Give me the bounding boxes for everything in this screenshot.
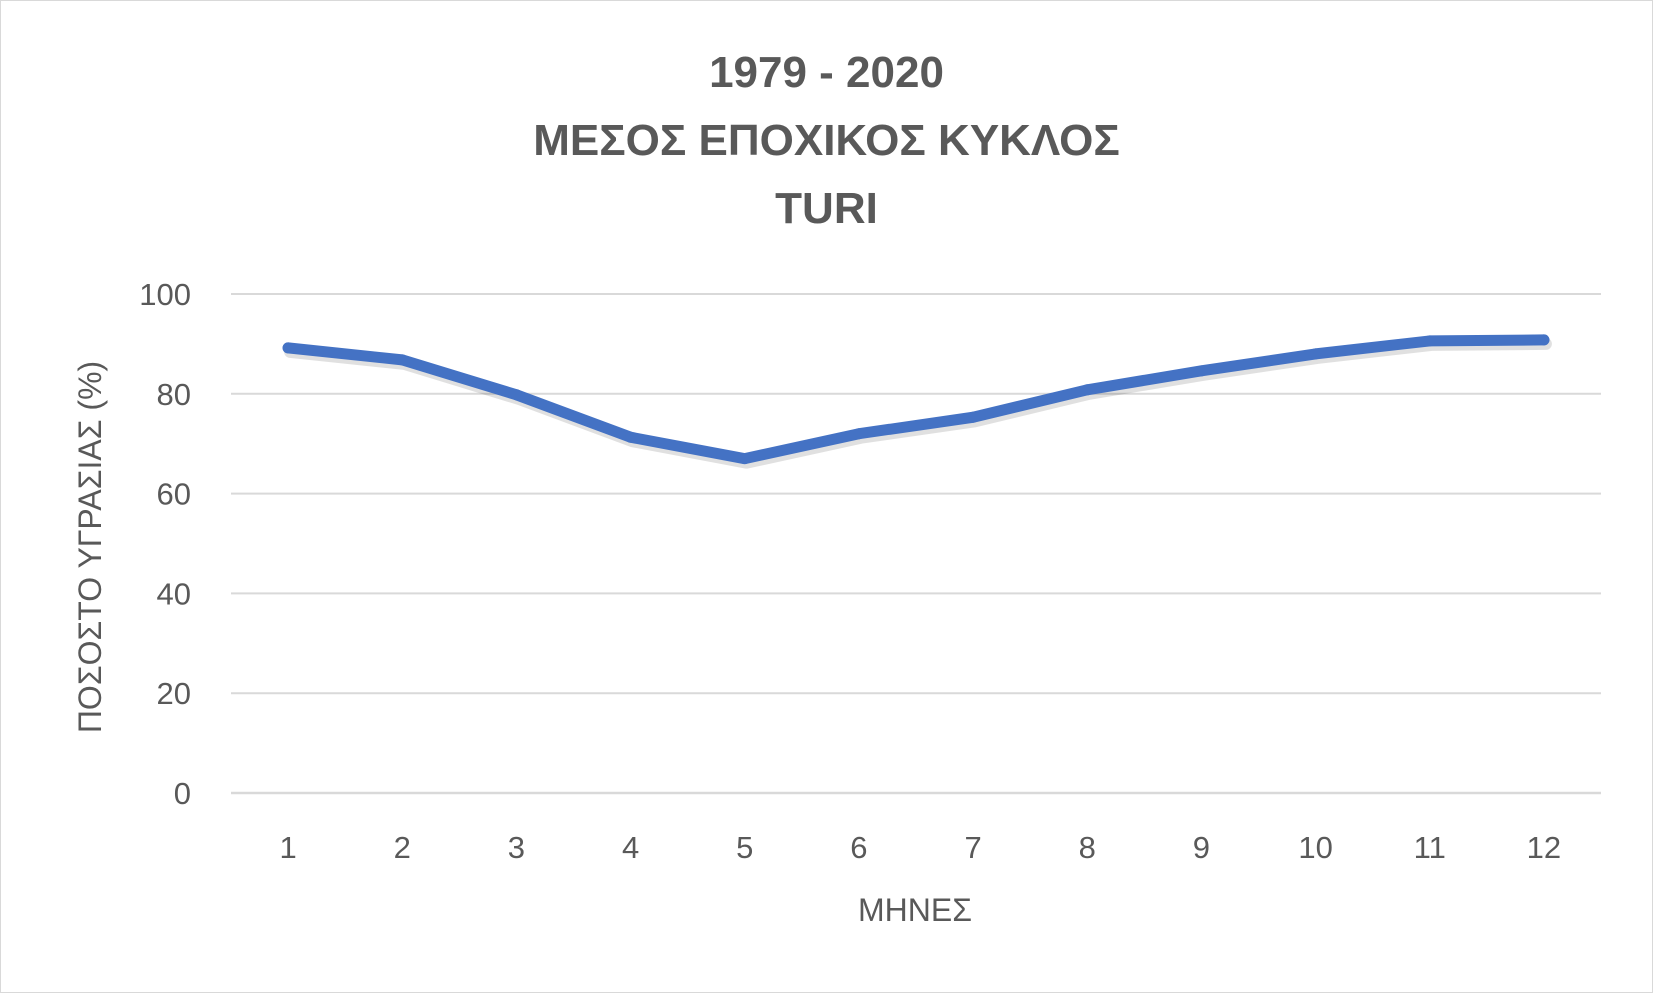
data-point (1081, 384, 1093, 396)
x-tick-labels: 1 2 3 4 5 6 7 8 9 10 11 12 (279, 830, 1561, 865)
x-tick-label: 12 (1527, 830, 1561, 865)
x-tick-label: 3 (508, 830, 525, 865)
x-tick-label: 1 (279, 830, 296, 865)
chart-title-line-1: 1979 - 2020 (709, 48, 944, 97)
x-tick-label: 7 (964, 830, 981, 865)
data-point (1538, 334, 1550, 346)
data-point (1195, 365, 1207, 377)
series-line (282, 334, 1550, 465)
y-tick-label: 100 (139, 277, 191, 312)
x-tick-label: 10 (1298, 830, 1332, 865)
gridlines (231, 293, 1601, 795)
chart-title: 1979 - 2020 ΜΕΣΟΣ ΕΠΟΧΙΚΟΣ ΚΥΚΛΟΣ TURI (1, 39, 1652, 243)
x-axis-title: ΜΗΝΕΣ (858, 892, 972, 928)
x-tick-label: 2 (394, 830, 411, 865)
x-tick-label: 6 (850, 830, 867, 865)
x-tick-label: 11 (1414, 830, 1446, 865)
data-point (853, 428, 865, 440)
y-tick-label: 80 (157, 377, 191, 412)
y-tick-labels: 0 20 40 60 80 100 (139, 277, 191, 811)
x-tick-label: 5 (736, 830, 753, 865)
chart-title-line-3: TURI (775, 184, 878, 233)
data-point (1310, 348, 1322, 360)
data-point (510, 389, 522, 401)
data-point (739, 453, 751, 465)
data-point (967, 411, 979, 423)
y-tick-label: 40 (157, 576, 191, 611)
x-tick-label: 9 (1193, 830, 1210, 865)
x-tick-label: 8 (1079, 830, 1096, 865)
chart-title-line-2: ΜΕΣΟΣ ΕΠΟΧΙΚΟΣ ΚΥΚΛΟΣ (533, 116, 1120, 165)
y-tick-label: 20 (157, 676, 191, 711)
x-tick-label: 4 (622, 830, 639, 865)
series-line-shadow (284, 337, 1552, 469)
data-point (625, 431, 637, 443)
series-layer (282, 334, 1552, 469)
y-tick-label: 60 (157, 477, 191, 512)
y-axis-title: ΠΟΣΟΣΤΟ ΥΓΡΑΣΙΑΣ (%) (72, 361, 108, 733)
data-point (1424, 335, 1436, 347)
data-point (396, 354, 408, 366)
data-point (282, 342, 294, 354)
y-tick-label: 0 (174, 776, 191, 811)
